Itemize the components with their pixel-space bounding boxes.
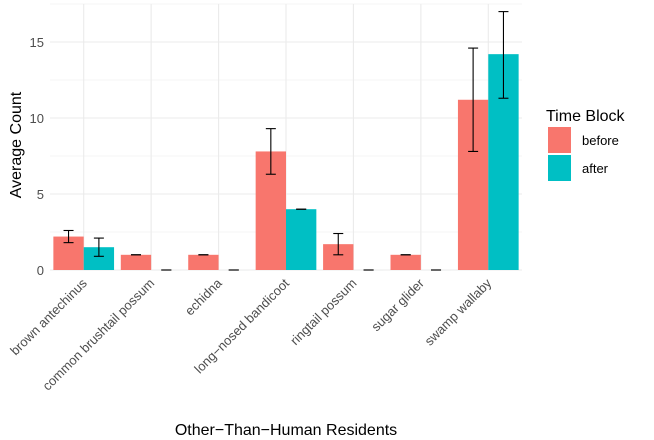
bar-before-6	[390, 254, 421, 270]
legend-label-after: after	[582, 161, 609, 176]
bar-after-1	[83, 247, 115, 270]
legend-label-before: before	[582, 133, 619, 148]
error-bars	[63, 11, 509, 271]
y-tick-label: 0	[37, 263, 44, 278]
y-tick-label: 5	[37, 187, 44, 202]
y-tick-label: 10	[30, 111, 44, 126]
x-tick-label: ringtail possum	[287, 276, 359, 348]
bar-after-4	[286, 209, 317, 270]
legend-swatch-after	[548, 155, 571, 181]
y-tick-label: 15	[30, 35, 44, 50]
legend: Time Block before after	[546, 108, 626, 181]
gridlines	[50, 3, 522, 271]
bar-before-2	[120, 254, 152, 270]
x-tick-label: sugar glider	[368, 275, 427, 334]
y-axis-title: Average Count	[8, 91, 25, 198]
x-tick-label: echidna	[182, 275, 225, 318]
x-axis-title: Other−Than−Human Residents	[175, 422, 397, 439]
y-axis-ticks: 0 5 10 15	[30, 35, 44, 278]
legend-swatch-before	[548, 127, 571, 153]
x-tick-label: common brushtail possum	[39, 276, 157, 394]
bar-before-3	[188, 254, 219, 270]
legend-title: Time Block	[546, 108, 626, 125]
x-tick-label: swamp wallaby	[421, 275, 494, 348]
